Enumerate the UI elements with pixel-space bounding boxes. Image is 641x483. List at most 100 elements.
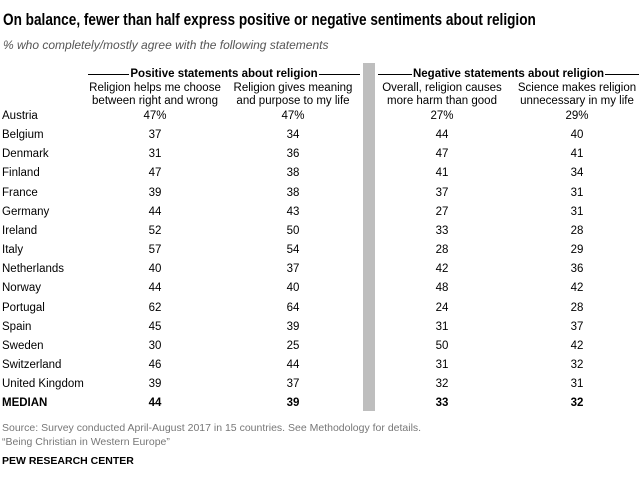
value-cell: 28 [435,244,449,257]
value-cell: 29 [570,244,584,257]
value-cell: 31 [148,148,162,161]
value-cell: 44 [148,205,162,218]
country-label: Sweden [2,339,44,352]
value-cell: 40 [148,263,162,276]
value-cell: 41 [435,167,449,180]
value-cell: 38 [286,186,300,199]
group-divider [363,63,375,411]
value-cell: 27 [435,205,449,218]
value-cell: 37 [286,263,300,276]
group-label-negative: Negative statements about religion [412,68,605,80]
value-cell: 40 [570,129,584,142]
value-cell: 30 [148,339,162,352]
column-header: Religion gives meaning and purpose to my … [234,82,353,108]
country-label: Switzerland [2,358,62,371]
brand-label: PEW RESEARCH CENTER [2,455,134,467]
value-cell: 44 [435,129,449,142]
value-cell: 31 [435,358,449,371]
chart-title: On balance, fewer than half express posi… [3,10,536,29]
value-cell: 46 [148,358,162,371]
value-cell: 54 [286,244,300,257]
value-cell: 43 [286,205,300,218]
column-header-line: and purpose to my life [236,95,350,107]
value-cell: 37 [435,186,449,199]
report-title: “Being Christian in Western Europe” [2,436,170,448]
value-cell: 39 [286,320,300,333]
value-cell: 52 [148,224,162,237]
value-cell: 36 [286,148,300,161]
value-cell: 41 [570,148,584,161]
value-cell: 62 [148,301,162,314]
value-cell: 47% [281,110,305,122]
value-cell: 33 [435,397,449,410]
value-cell: 42 [570,282,584,295]
value-cell: 37 [148,129,162,142]
value-cell: 25 [286,339,300,352]
value-cell: 48 [435,282,449,295]
country-label: United Kingdom [2,378,84,391]
value-cell: 47 [435,148,449,161]
group-label-positive: Positive statements about religion [130,68,318,80]
value-cell: 40 [286,282,300,295]
country-label: Denmark [2,148,49,161]
value-cell: 57 [148,244,162,257]
value-cell: 28 [570,224,584,237]
country-label: Spain [2,320,32,333]
value-cell: 44 [148,397,162,410]
value-cell: 45 [148,320,162,333]
value-cell: 39 [148,186,162,199]
value-cell: 50 [435,339,449,352]
median-label: MEDIAN [2,397,48,410]
value-cell: 47 [148,167,162,180]
country-label: Germany [2,205,50,218]
value-cell: 27% [430,110,454,122]
value-cell: 31 [570,205,584,218]
country-label: Finland [2,167,40,180]
chart-subtitle: % who completely/mostly agree with the f… [3,38,329,52]
country-label: Austria [2,110,38,122]
country-label: Norway [2,282,41,295]
value-cell: 31 [435,320,449,333]
group-header-positive: Positive statements about religion [88,68,361,80]
value-cell: 42 [435,263,449,276]
value-cell: 50 [286,224,300,237]
value-cell: 29% [565,110,589,122]
country-label: Italy [2,244,24,257]
value-cell: 64 [286,301,300,314]
value-cell: 44 [286,358,300,371]
value-cell: 32 [435,378,449,391]
source-line: Source: Survey conducted April-August 20… [2,422,422,434]
value-cell: 38 [286,167,300,180]
value-cell: 28 [570,301,584,314]
value-cell: 34 [286,129,300,142]
column-header: Overall, religion causes more harm than g… [382,82,502,108]
column-header-line: Religion helps me choose [89,82,221,94]
value-cell: 31 [570,186,584,199]
value-cell: 36 [570,263,584,276]
value-cell: 33 [435,224,449,237]
value-cell: 24 [435,301,449,314]
column-header: Science makes religion unnecessary in my … [518,82,636,108]
column-header-line: Science makes religion [517,82,637,94]
value-cell: 42 [570,339,584,352]
value-cell: 31 [570,378,584,391]
value-cell: 39 [148,378,162,391]
column-header-line: between right and wrong [92,95,218,107]
source-note: Source: Survey conducted April-August 20… [2,421,421,449]
column-header-line: more harm than good [387,95,497,107]
country-label: Portugal [2,301,45,314]
value-cell: 37 [286,378,300,391]
value-cell: 44 [148,282,162,295]
value-cell: 37 [570,320,584,333]
value-cell: 32 [570,358,584,371]
value-cell: 39 [286,397,300,410]
country-label: Netherlands [2,263,65,276]
value-cell: 32 [570,397,584,410]
column-header-line: Overall, religion causes [382,82,502,94]
country-label: France [2,186,38,199]
column-header-line: unnecessary in my life [520,95,634,107]
column-header: Religion helps me choose between right an… [89,82,221,108]
value-cell: 47% [143,110,167,122]
column-header-line: Religion gives meaning [233,82,353,94]
